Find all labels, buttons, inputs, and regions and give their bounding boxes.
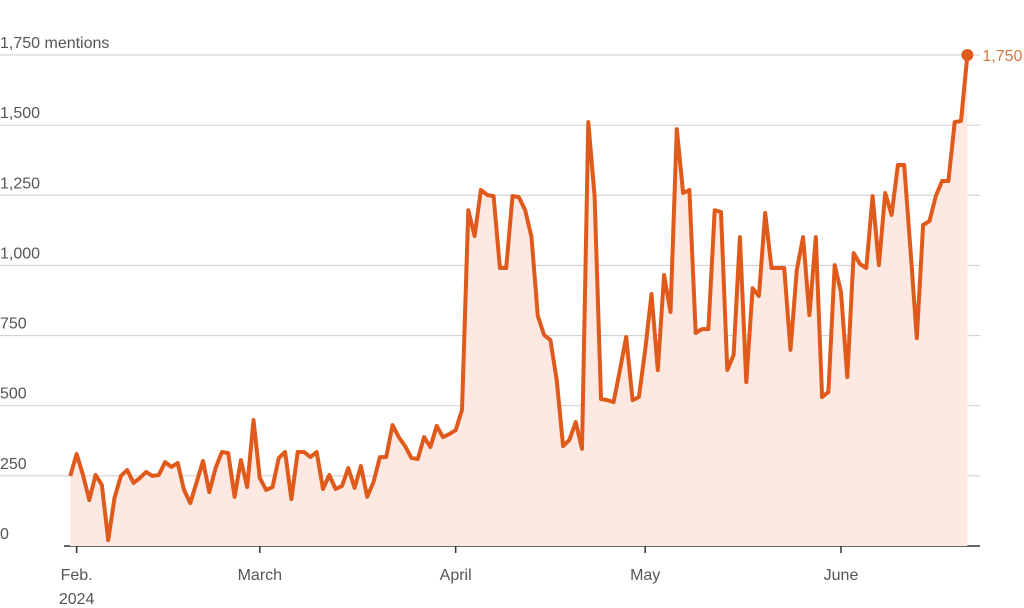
y-tick-label: 1,500 <box>0 105 40 122</box>
y-tick-label: 1,000 <box>0 245 40 262</box>
y-tick-label: 250 <box>0 456 27 473</box>
y-tick-label: 1,750 mentions <box>0 35 109 52</box>
x-tick-label: April <box>440 567 472 584</box>
y-tick-label: 500 <box>0 386 27 403</box>
x-tick-label: Feb. 2024 <box>59 567 95 608</box>
y-tick-label: 1,250 <box>0 175 40 192</box>
area <box>70 55 968 546</box>
y-tick-label: 0 <box>0 526 9 543</box>
x-tick-label: June <box>824 567 859 584</box>
end-marker <box>961 49 974 61</box>
end-value-label: 1,750 <box>982 48 1022 65</box>
line <box>68 54 970 543</box>
y-tick-label: 750 <box>0 316 27 333</box>
x-tick-label: May <box>630 567 660 584</box>
x-tick-label: March <box>238 567 282 584</box>
